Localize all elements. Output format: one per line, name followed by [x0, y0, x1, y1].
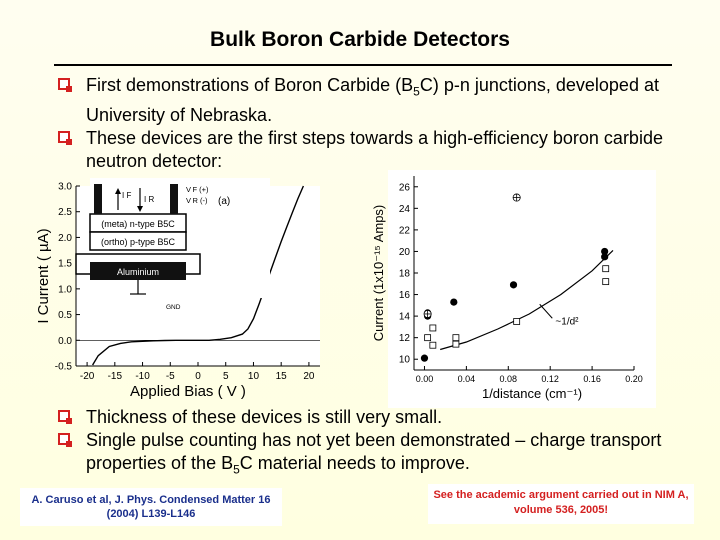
if-label: I F — [122, 191, 131, 200]
data-point-filled-circle — [601, 253, 609, 261]
bullet-list-bottom: Thickness of these devices is still very… — [58, 406, 698, 482]
bullet-text: These devices are the first steps toward… — [86, 127, 663, 171]
data-point-filled-circle — [420, 354, 429, 362]
iv-x-tick-label: 10 — [248, 371, 260, 382]
dist-x-tick-label: 0.08 — [500, 374, 518, 384]
dist-x-tick-label: 0.20 — [625, 374, 643, 384]
dist-y-tick-label: 18 — [399, 269, 411, 280]
iv-y-tick-label: 2.5 — [58, 207, 72, 218]
dist-y-tick-label: 20 — [399, 247, 411, 258]
dist-x-axis-label: 1/distance (cm⁻¹) — [482, 386, 582, 401]
panel-label: (a) — [218, 196, 230, 207]
vf-label: V F (+) — [186, 185, 209, 194]
dist-y-tick-label: 26 — [399, 182, 411, 193]
iv-y-tick-label: 1.5 — [58, 259, 72, 270]
data-point-filled-circle — [601, 247, 609, 256]
bullet-text: First demonstrations of Boron Carbide (B… — [86, 75, 659, 125]
bullet-text: Thickness of these devices is still very… — [86, 407, 443, 427]
iv-x-tick-label: -5 — [166, 371, 175, 382]
data-point-open-square — [513, 318, 521, 325]
ortho-layer-label: (ortho) p-type B5C — [101, 237, 176, 247]
dist-y-tick-label: 16 — [399, 290, 411, 301]
gnd-label: GND — [166, 304, 181, 311]
distance-chart: 10 12 14 16 18 20 22 24 26 0.00 0.04 0.08 0.12 0.16 0.… — [371, 170, 656, 408]
data-point-filled-circle — [509, 281, 518, 289]
dist-x-tick-label: 0.00 — [416, 374, 434, 384]
bullet-box-icon — [58, 433, 72, 447]
iv-x-tick-label: -15 — [108, 371, 123, 382]
iv-x-tick-label: 20 — [303, 371, 315, 382]
data-point-open-square — [429, 341, 437, 349]
bullet-item: Thickness of these devices is still very… — [58, 406, 698, 429]
bullet-text: Single pulse counting has not yet been d… — [86, 430, 662, 477]
fit-curve — [440, 249, 614, 351]
iv-y-tick-label: 0.5 — [58, 310, 72, 321]
dist-x-tick-label: 0.12 — [541, 374, 559, 384]
aluminium-layer — [90, 262, 186, 280]
dist-x-tick-label: 0.04 — [458, 374, 476, 384]
meta-layer-label: (meta) n-type B5C — [101, 219, 175, 229]
data-point-open-square — [429, 324, 437, 332]
dist-y-tick-label: 24 — [399, 204, 411, 215]
iv-x-tick-label: -20 — [80, 371, 95, 382]
iv-y-tick-label: 2.0 — [58, 233, 72, 244]
bullet-box-icon — [58, 130, 72, 145]
iv-x-tick-label: 5 — [223, 371, 229, 382]
data-point-open-square — [452, 340, 460, 348]
dist-y-axis-label: Current (1x10⁻¹⁵ Amps) — [371, 205, 386, 342]
data-point-open-square — [602, 278, 610, 286]
title-divider — [54, 64, 672, 66]
page-title: Bulk Boron Carbide Detectors — [210, 28, 510, 51]
iv-x-axis-label: Applied Bias ( V ) — [130, 383, 246, 400]
data-point-crossed-circle — [512, 193, 521, 202]
dist-y-tick-label: 22 — [399, 225, 411, 236]
left-contact — [94, 184, 102, 214]
data-point-crossed-circle — [423, 309, 432, 318]
citation-box: A. Caruso et al, J. Phys. Condensed Matt… — [20, 488, 282, 526]
bullet-box-icon — [58, 410, 72, 424]
reference-note: See the academic argument carried out in… — [428, 484, 694, 524]
iv-series-line — [92, 185, 305, 366]
iv-curve-chart: -0.5 0.0 0.5 1.0 1.5 2.0 2.5 3.0 -20 -15 -10 -5 0 5 10… — [35, 178, 320, 400]
ir-label: I R — [144, 195, 154, 204]
bullet-item: First demonstrations of Boron Carbide (B… — [58, 74, 698, 127]
iv-y-axis-label: I Current ( µA) — [35, 228, 52, 323]
iv-x-tick-label: 15 — [276, 371, 288, 382]
distance-chart-background — [388, 170, 656, 408]
iv-y-tick-label: 0.0 — [58, 336, 72, 347]
iv-y-tick-label: 3.0 — [58, 182, 72, 193]
iv-y-tick-label: -0.5 — [55, 362, 73, 373]
dist-y-tick-label: 10 — [399, 355, 411, 366]
if-arrowhead — [115, 188, 121, 194]
fit-label: ~1/d² — [555, 317, 579, 328]
ir-arrowhead — [137, 206, 143, 212]
aluminium-layer-label: Aluminium — [117, 267, 159, 277]
bullet-list-top: First demonstrations of Boron Carbide (B… — [58, 74, 698, 173]
data-point-open-square — [602, 265, 610, 273]
data-point-filled-circle — [450, 298, 458, 306]
device-inset: (meta) n-type B5C (ortho) p-type B5C Alu… — [75, 178, 270, 311]
data-point-open-square — [452, 334, 460, 342]
ortho-layer — [89, 231, 187, 251]
dist-y-tick-label: 12 — [399, 333, 411, 344]
bullet-item: Single pulse counting has not yet been d… — [58, 429, 698, 482]
bullet-box-icon — [58, 78, 72, 92]
dist-y-tick-label: 14 — [399, 312, 411, 323]
dist-x-tick-label: 0.16 — [583, 374, 601, 384]
iv-x-tick-label: -10 — [135, 371, 150, 382]
vr-label: V R (-) — [186, 196, 208, 205]
fit-label-pointer — [539, 303, 553, 319]
bullet-item: These devices are the first steps toward… — [58, 127, 698, 173]
iv-x-tick-label: 0 — [195, 371, 201, 382]
right-contact — [170, 184, 178, 214]
data-point-open-square — [424, 334, 432, 342]
iv-y-tick-label: 1.0 — [58, 284, 72, 295]
